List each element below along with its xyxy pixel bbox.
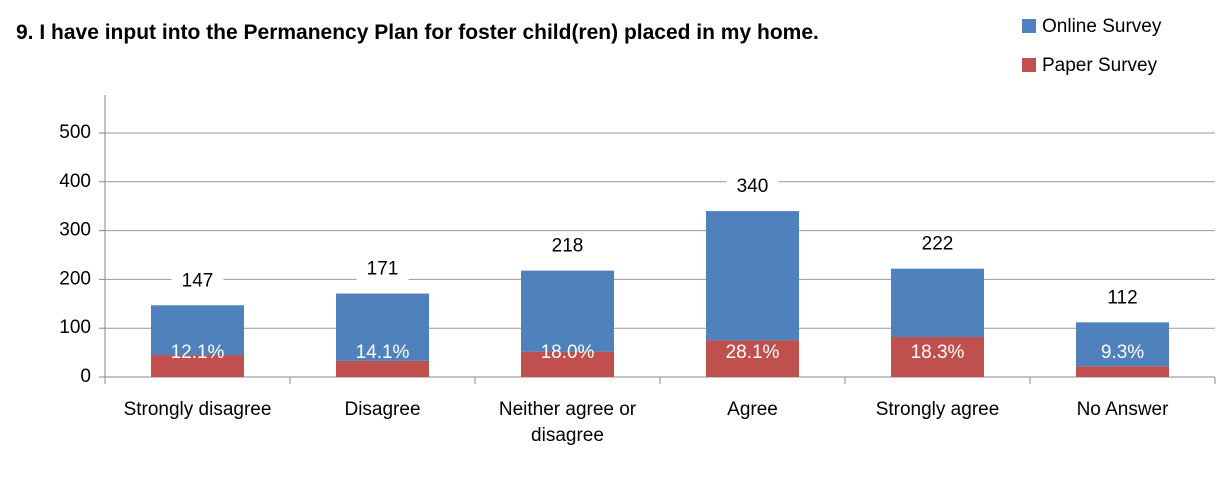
total-label: 147 xyxy=(182,270,214,291)
label-bg xyxy=(726,175,779,200)
bar-segment xyxy=(1076,322,1169,367)
y-tick-label: 400 xyxy=(59,171,91,192)
total-label: 171 xyxy=(367,259,399,280)
chart-title: 9. I have input into the Permanency Plan… xyxy=(16,21,819,44)
legend-item: Paper Survey xyxy=(1022,55,1157,77)
y-tick-label: 200 xyxy=(59,268,91,289)
bar-segment xyxy=(521,270,614,352)
bar-segment xyxy=(521,351,614,377)
share-label: 9.3% xyxy=(1101,342,1144,363)
x-tick-label: Strongly disagree xyxy=(123,399,272,420)
bar-segment xyxy=(336,293,429,361)
x-tick-label: Disagree xyxy=(344,399,421,420)
bar-segment xyxy=(151,305,244,356)
legend-item: Online Survey xyxy=(1022,16,1161,38)
total-label: 222 xyxy=(922,234,954,255)
label-bg xyxy=(356,257,409,282)
label-bg xyxy=(1096,286,1149,311)
y-tick-label: 300 xyxy=(59,220,91,241)
share-label: 14.1% xyxy=(356,342,410,363)
label-bg xyxy=(541,234,594,259)
share-label: 28.1% xyxy=(726,342,780,363)
share-label: 18.0% xyxy=(541,342,595,363)
share-label: 12.1% xyxy=(171,342,225,363)
legend-swatch xyxy=(1022,58,1036,72)
x-tick-label: No Answer xyxy=(1076,399,1169,420)
bar-segment xyxy=(706,340,799,377)
bar-segment xyxy=(706,211,799,341)
bar-segment xyxy=(151,355,244,377)
bar-segment xyxy=(1076,366,1169,377)
legend-label: Paper Survey xyxy=(1042,55,1158,76)
x-tick-label: Neither agree or disagree xyxy=(498,399,637,446)
bar-segment xyxy=(891,268,984,337)
x-tick-label: Agree xyxy=(727,399,778,420)
bar-segment xyxy=(336,360,429,377)
y-tick-label: 100 xyxy=(59,317,91,338)
total-label: 218 xyxy=(552,236,584,257)
label-bg xyxy=(911,232,964,257)
y-tick-label: 500 xyxy=(59,122,91,143)
legend-swatch xyxy=(1022,19,1036,33)
x-tick-label: Strongly agree xyxy=(875,399,1000,420)
bar-segment xyxy=(891,336,984,377)
share-label: 18.3% xyxy=(911,342,965,363)
total-label: 340 xyxy=(737,176,769,197)
label-bg xyxy=(171,269,224,294)
legend-label: Online Survey xyxy=(1042,16,1162,37)
y-tick-label: 0 xyxy=(80,366,91,387)
total-label: 112 xyxy=(1107,287,1137,308)
